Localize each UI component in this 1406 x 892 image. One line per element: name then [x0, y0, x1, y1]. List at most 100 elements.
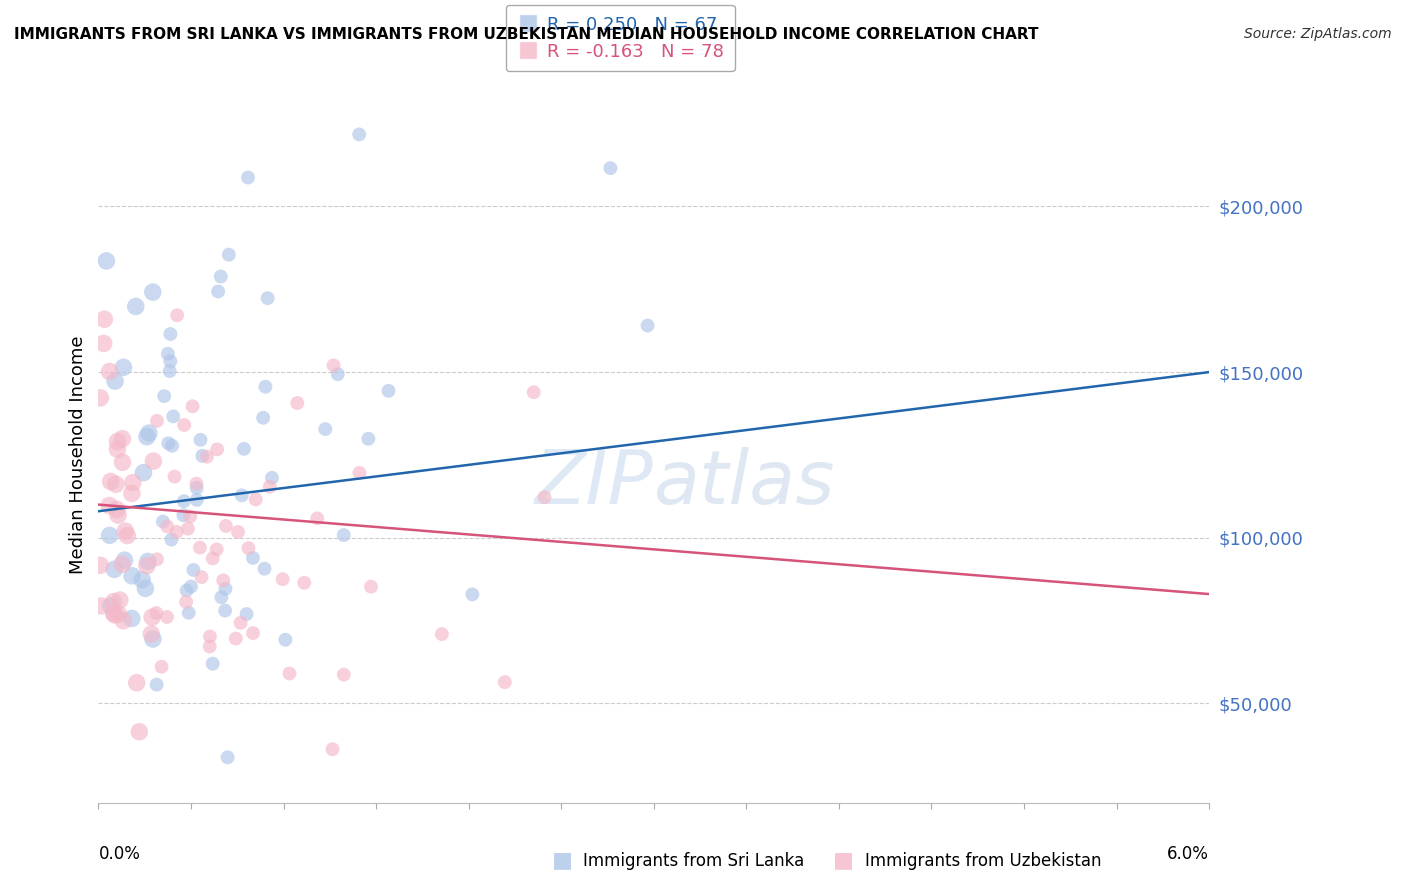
- Point: [152, 515, 174, 529]
- Point: [209, 591, 232, 605]
- Text: Immigrants from Uzbekistan: Immigrants from Uzbekistan: [865, 852, 1101, 870]
- Point: [461, 587, 484, 601]
- Point: [136, 554, 159, 568]
- Point: [201, 657, 224, 671]
- Point: [160, 439, 183, 453]
- Point: [138, 425, 160, 440]
- Point: [201, 551, 224, 566]
- Point: [141, 610, 163, 624]
- Point: [160, 533, 183, 547]
- Point: [212, 574, 235, 588]
- Point: [191, 449, 214, 463]
- Point: [256, 291, 278, 305]
- Point: [285, 396, 308, 410]
- Text: ZIP: ZIP: [536, 447, 654, 519]
- Point: [322, 359, 344, 373]
- Point: [111, 558, 134, 572]
- Point: [93, 336, 115, 351]
- Point: [145, 678, 167, 692]
- Point: [104, 374, 127, 388]
- Point: [98, 528, 121, 542]
- Text: 0.0%: 0.0%: [98, 845, 141, 863]
- Point: [98, 499, 121, 513]
- Point: [360, 580, 382, 594]
- Point: [195, 450, 218, 464]
- Point: [146, 414, 169, 428]
- Point: [142, 285, 165, 299]
- Point: [238, 541, 260, 555]
- Point: [190, 433, 212, 447]
- Point: [136, 558, 159, 573]
- Point: [146, 552, 169, 566]
- Point: [104, 477, 127, 491]
- Point: [233, 442, 256, 456]
- Point: [117, 528, 139, 542]
- Point: [254, 379, 277, 393]
- Point: [225, 632, 247, 646]
- Point: [322, 742, 344, 756]
- Point: [166, 308, 188, 322]
- Point: [104, 607, 127, 622]
- Point: [173, 494, 195, 508]
- Point: [111, 432, 134, 446]
- Point: [176, 583, 198, 598]
- Point: [533, 490, 555, 504]
- Point: [186, 492, 208, 507]
- Point: [215, 519, 238, 533]
- Point: [333, 528, 356, 542]
- Point: [103, 562, 125, 576]
- Point: [229, 615, 252, 630]
- Text: Source: ZipAtlas.com: Source: ZipAtlas.com: [1244, 27, 1392, 41]
- Point: [326, 367, 349, 381]
- Point: [186, 481, 208, 495]
- Point: [156, 610, 179, 624]
- Point: [181, 399, 204, 413]
- Point: [121, 611, 143, 625]
- Point: [162, 409, 184, 424]
- Point: [142, 454, 165, 468]
- Point: [134, 582, 156, 596]
- Point: [260, 471, 283, 485]
- Point: [112, 360, 135, 375]
- Point: [105, 502, 128, 516]
- Legend: R = 0.250   N = 67, R = -0.163   N = 78: R = 0.250 N = 67, R = -0.163 N = 78: [506, 4, 735, 71]
- Point: [314, 422, 336, 436]
- Point: [207, 285, 229, 299]
- Point: [107, 607, 129, 621]
- Point: [177, 522, 200, 536]
- Point: [523, 385, 546, 400]
- Y-axis label: Median Household Income: Median Household Income: [69, 335, 87, 574]
- Text: IMMIGRANTS FROM SRI LANKA VS IMMIGRANTS FROM UZBEKISTAN MEDIAN HOUSEHOLD INCOME : IMMIGRANTS FROM SRI LANKA VS IMMIGRANTS …: [14, 27, 1039, 42]
- Point: [242, 626, 264, 640]
- Point: [252, 410, 274, 425]
- Point: [159, 326, 181, 341]
- Point: [153, 389, 176, 403]
- Point: [205, 442, 228, 457]
- Point: [205, 542, 228, 557]
- Point: [253, 562, 276, 576]
- Point: [198, 640, 221, 654]
- Point: [125, 300, 148, 314]
- Point: [142, 632, 165, 646]
- Point: [157, 436, 180, 450]
- Point: [98, 365, 121, 379]
- Point: [163, 469, 186, 483]
- Point: [180, 580, 202, 594]
- Point: [198, 630, 221, 644]
- Point: [357, 432, 380, 446]
- Point: [347, 128, 370, 142]
- Point: [103, 607, 125, 621]
- Point: [278, 666, 301, 681]
- Point: [107, 434, 129, 449]
- Point: [93, 312, 115, 326]
- Point: [159, 354, 181, 368]
- Point: [179, 509, 201, 524]
- Point: [145, 606, 167, 620]
- Point: [349, 466, 371, 480]
- Point: [89, 391, 111, 405]
- Point: [111, 455, 134, 469]
- Point: [90, 599, 112, 613]
- Point: [174, 595, 197, 609]
- Point: [125, 675, 148, 690]
- Point: [156, 347, 179, 361]
